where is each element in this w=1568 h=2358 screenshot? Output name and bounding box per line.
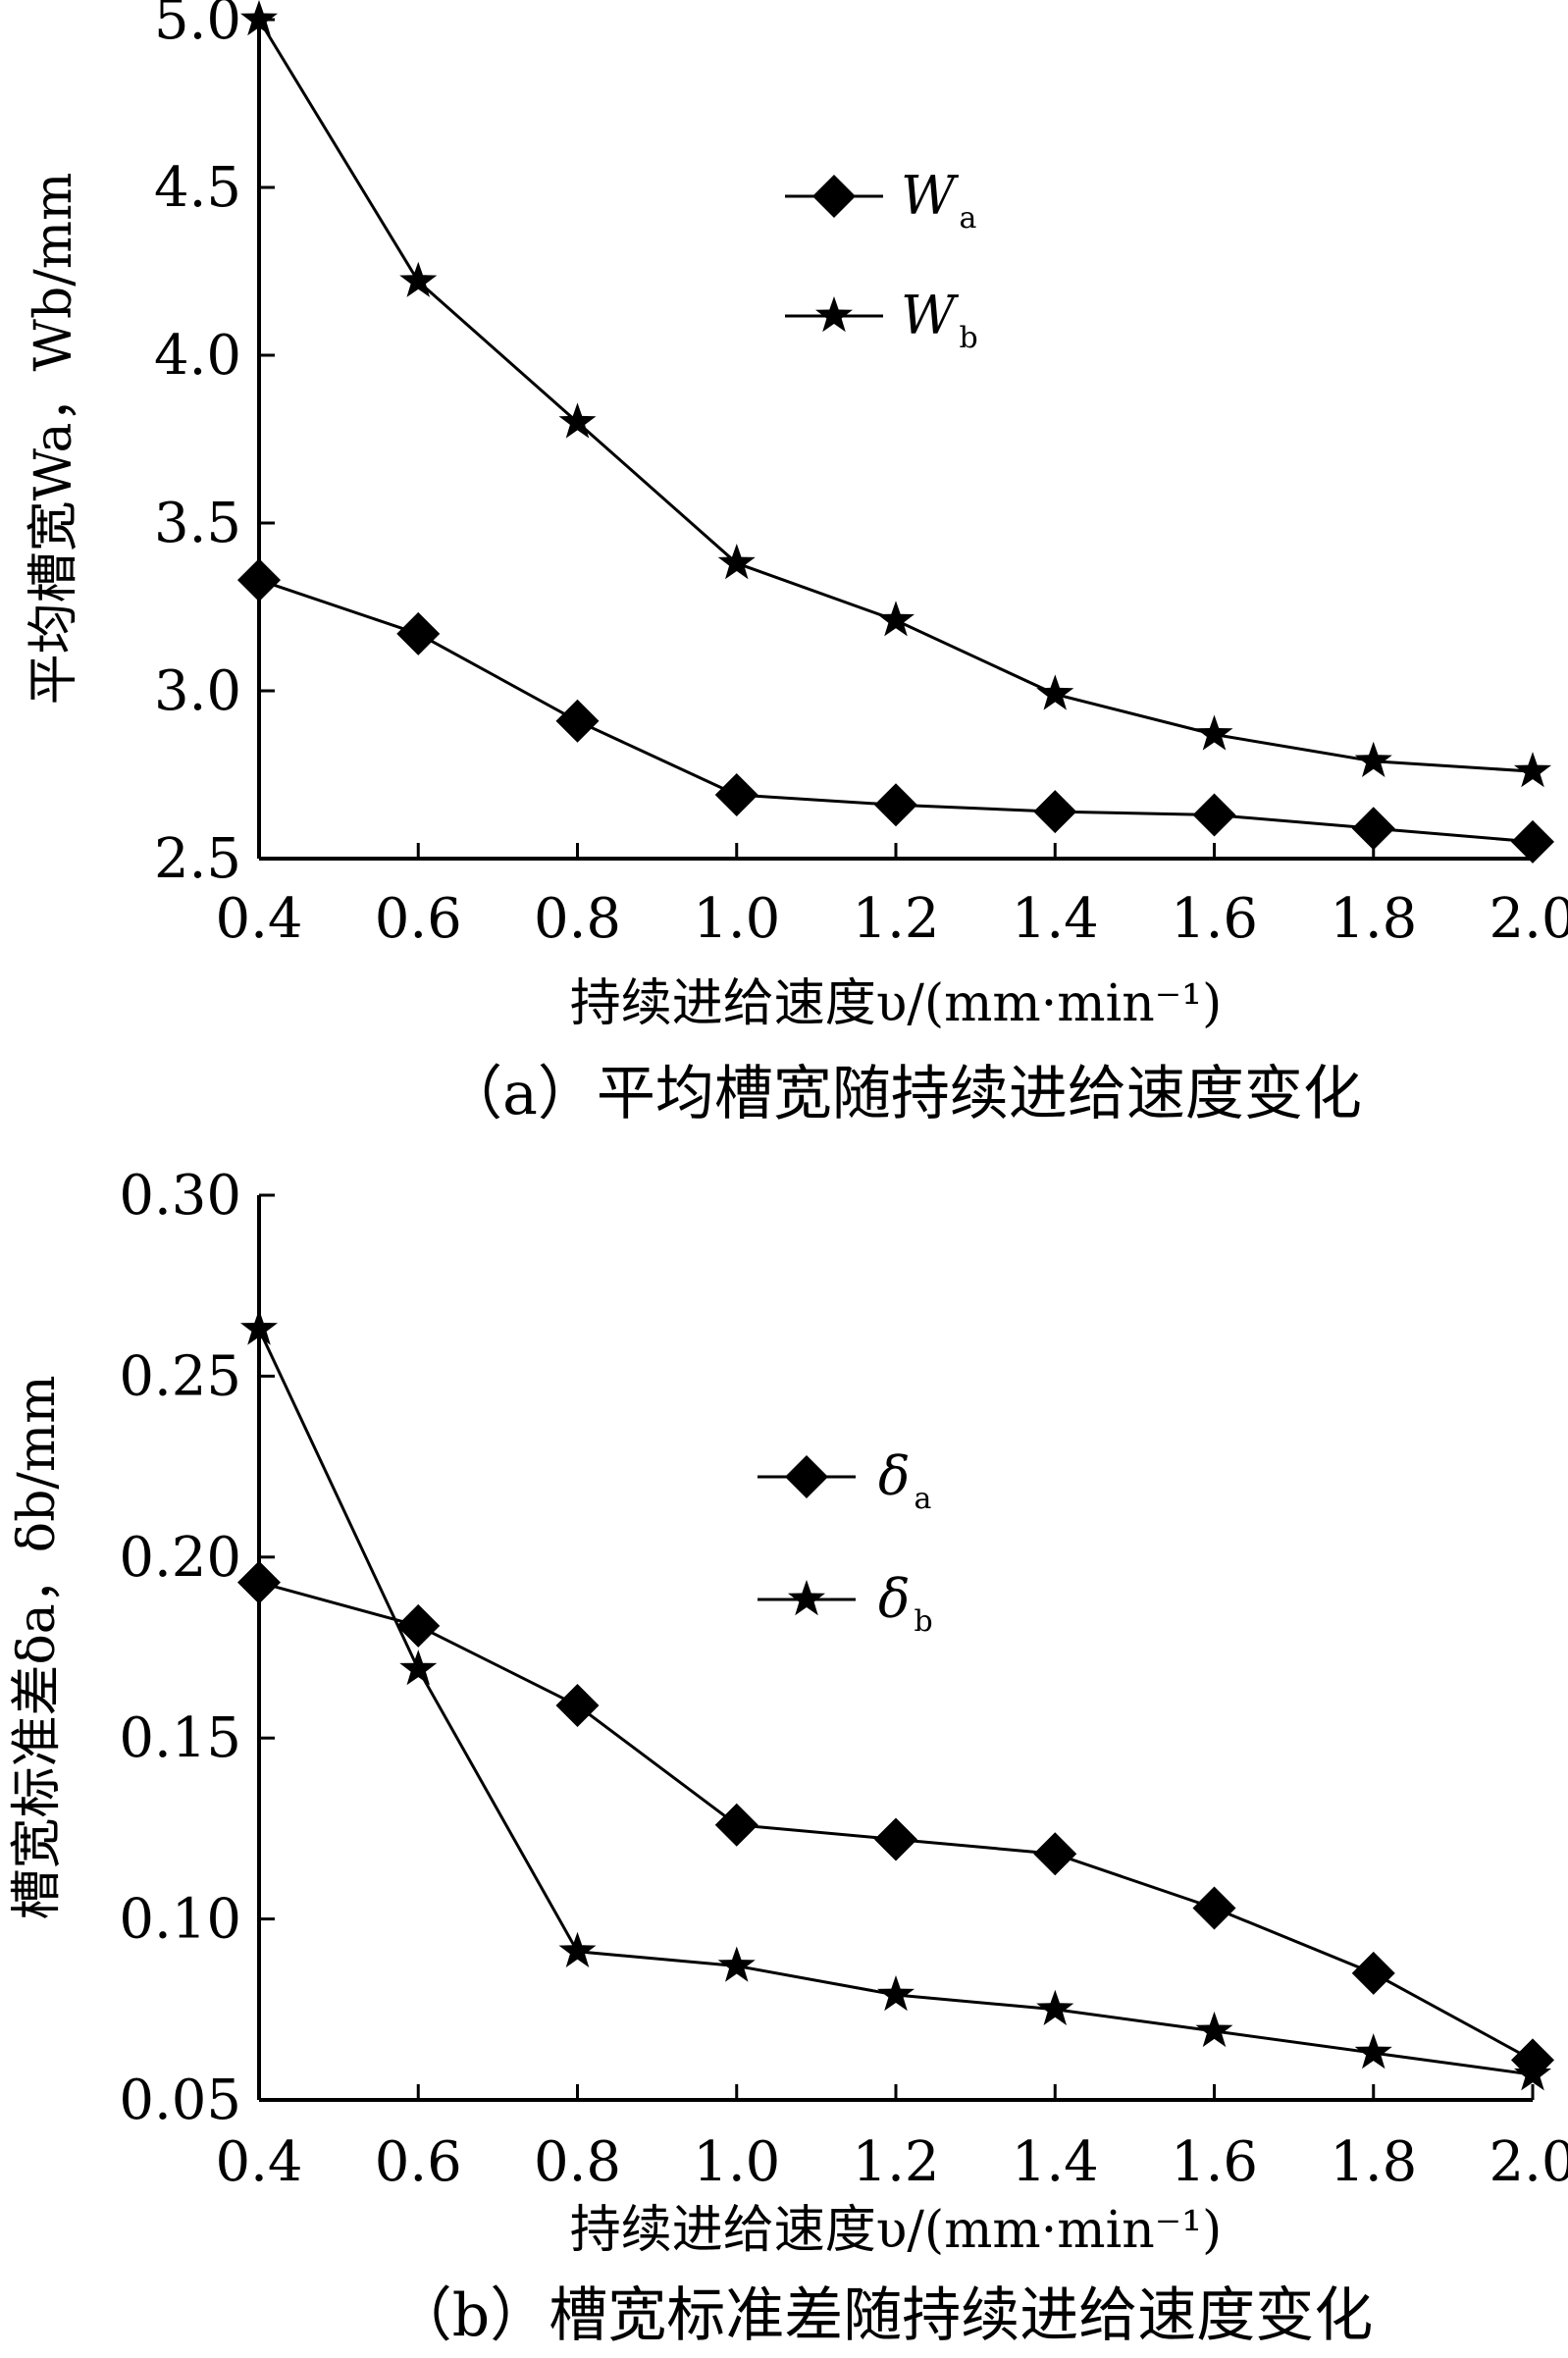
data-point-δa [714, 1803, 758, 1847]
data-point-δa [555, 1684, 600, 1728]
x-tick-label: 1.8 [1330, 887, 1417, 951]
x-tick-label: 1.6 [1171, 2130, 1258, 2194]
data-point-Wb [1195, 714, 1233, 751]
x-tick-label: 1.8 [1330, 2130, 1417, 2194]
data-point-δb [1354, 2033, 1392, 2070]
data-point-Wa [874, 783, 917, 827]
data-point-Wb [399, 261, 438, 297]
data-point-δb [1036, 1989, 1074, 2025]
x-tick-label: 1.0 [693, 887, 780, 951]
x-axis-label: 持续进给速度υ/(mm·min⁻¹) [570, 2201, 1223, 2260]
data-point-δb [399, 1650, 438, 1686]
series-line-δb [257, 1328, 1534, 2076]
data-point-δb [877, 1975, 915, 2012]
data-point-Wa [237, 558, 281, 603]
series-line-Wb [257, 19, 1534, 773]
y-tick-label: 4.5 [154, 156, 241, 220]
data-point-Wa [1351, 807, 1395, 851]
chart-panel-a: 0.4 0.6 0.8 1.0 1.2 1.4 1.6 1.8 2.0 2.5 3.0 3.5 4.0 4… [25, 0, 1568, 1128]
data-point-δb [1514, 2055, 1551, 2091]
x-tick-label: 0.6 [375, 887, 462, 951]
legend-marker [812, 175, 856, 218]
x-tick-label: 0.4 [215, 2130, 302, 2194]
data-point-Wb [240, 0, 278, 36]
y-tick-label: 0.30 [119, 1164, 241, 1228]
data-point-Wa [1033, 790, 1077, 834]
y-tick-label: 4.0 [154, 324, 241, 388]
x-axis-label: 持续进给速度υ/(mm·min⁻¹) [570, 974, 1223, 1033]
data-point-Wa [1192, 793, 1236, 837]
y-tick-label: 0.10 [119, 1888, 241, 1952]
data-point-δa [1192, 1886, 1236, 1930]
y-tick-label: 0.15 [119, 1706, 241, 1770]
x-tick-label: 1.0 [693, 2130, 780, 2194]
data-point-Wa [714, 773, 758, 817]
x-tick-label: 0.8 [534, 2130, 621, 2194]
data-point-δa [874, 1817, 917, 1861]
y-tick-label: 3.0 [154, 659, 241, 723]
x-tick-label: 2.0 [1489, 2130, 1568, 2194]
data-point-δa [1033, 1832, 1077, 1876]
chart-caption: （b）槽宽标准差随持续进给速度变化 [393, 2281, 1373, 2350]
y-tick-label: 2.5 [154, 827, 241, 891]
data-point-Wa [396, 611, 441, 655]
legend-marker [815, 296, 853, 333]
x-tick-label: 0.6 [375, 2130, 462, 2194]
y-tick-label: 3.5 [154, 492, 241, 555]
data-point-Wb [558, 402, 597, 439]
data-point-Wa [555, 699, 600, 743]
x-tick-label: 1.2 [852, 887, 939, 951]
chart-panel-b: 0.4 0.6 0.8 1.0 1.2 1.4 1.6 1.8 2.0 0.05 0.10 0.15 0… [8, 1164, 1568, 2350]
data-point-Wb [717, 544, 756, 580]
x-tick-label: 1.6 [1171, 887, 1258, 951]
y-tick-label: 0.05 [119, 2069, 241, 2132]
data-point-Wb [1514, 752, 1551, 788]
y-tick-label: 0.25 [119, 1344, 241, 1408]
data-point-δb [240, 1309, 278, 1345]
x-tick-label: 1.2 [852, 2130, 939, 2194]
data-point-δb [717, 1946, 756, 1982]
data-point-Wb [1036, 674, 1074, 710]
data-point-δa [396, 1603, 441, 1648]
x-tick-label: 0.4 [215, 887, 302, 951]
legend-marker [788, 1580, 825, 1616]
y-axis-label: 槽宽标准差δa，δb/mm [8, 1375, 67, 1919]
x-tick-label: 1.4 [1012, 887, 1099, 951]
chart-caption: （a）平均槽宽随持续进给速度变化 [444, 1060, 1362, 1128]
data-point-δa [237, 1560, 281, 1604]
y-tick-label: 0.20 [119, 1526, 241, 1590]
legend-marker [785, 1455, 828, 1498]
data-point-Wb [1354, 741, 1392, 777]
x-tick-label: 0.8 [534, 887, 621, 951]
data-point-Wb [877, 601, 915, 637]
y-axis-label: 平均槽宽Wa，Wb/mm [25, 173, 83, 706]
data-point-δb [558, 1931, 597, 1967]
data-point-Wa [1511, 819, 1554, 864]
y-tick-label: 5.0 [154, 0, 241, 52]
data-point-δa [1351, 1951, 1395, 1995]
x-tick-label: 2.0 [1489, 887, 1568, 951]
data-point-δb [1195, 2011, 1233, 2048]
x-tick-label: 1.4 [1012, 2130, 1099, 2194]
